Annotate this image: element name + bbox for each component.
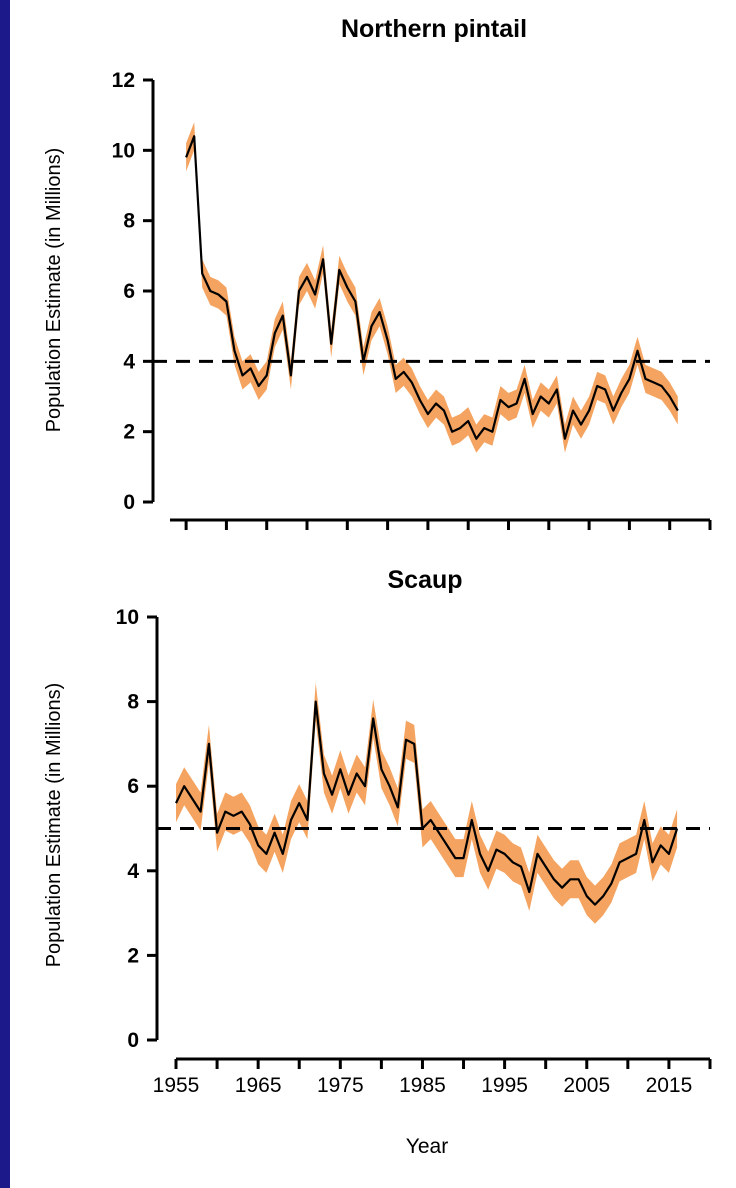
x-tick-label: 2015 [646,1074,693,1097]
y-axis-label: Population Estimate (in Millions) [43,683,65,968]
y-tick-label: 4 [123,350,135,373]
y-tick-label: 6 [127,775,139,798]
chart-title: Northern pintail [341,15,527,43]
series-line [175,700,679,906]
chart-panel: Northern pintail Population Estimate (in… [10,0,736,1188]
chart-svg: Northern pintail Population Estimate (in… [43,15,712,1158]
chart-title: Scaup [387,566,462,594]
chart-northern-pintail: Northern pintail Population Estimate (in… [43,15,712,530]
y-tick-label: 0 [127,1029,139,1052]
y-tick-label: 4 [127,860,139,883]
y-tick-label: 8 [123,210,135,233]
confidence-band [176,682,678,924]
x-tick-label: 1995 [481,1074,528,1097]
series-line [185,135,679,440]
confidence-band [186,122,678,453]
y-axis-label: Population Estimate (in Millions) [43,148,65,433]
x-tick-label: 1955 [153,1074,200,1097]
y-tick-label: 10 [116,606,139,629]
x-tick-label: 1975 [317,1074,364,1097]
y-tick-label: 2 [123,421,135,444]
x-tick-label: 1965 [235,1074,282,1097]
y-tick-label: 12 [112,69,135,92]
y-tick-label: 10 [112,139,135,162]
y-tick-label: 0 [123,491,135,514]
x-tick-label: 2005 [563,1074,610,1097]
y-tick-label: 6 [123,280,135,303]
x-axis-label: Year [406,1135,448,1158]
y-tick-label: 2 [127,944,139,967]
y-tick-label: 8 [127,691,139,714]
chart-scaup: Scaup Population Estimate (in Millions) … [43,566,712,1158]
x-tick-label: 1985 [399,1074,446,1097]
